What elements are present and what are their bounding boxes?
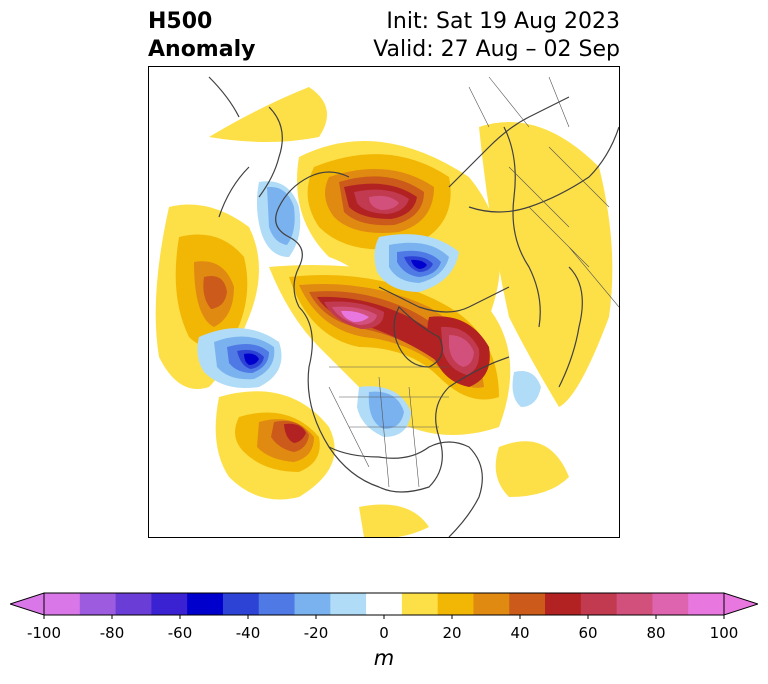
colorbar-segment [115,593,152,615]
colorbar-segment [330,593,367,615]
init-time-label: Init: Sat 19 Aug 2023 [386,9,620,34]
colorbar-segment [437,593,474,615]
negative-anomalies [197,181,541,437]
colorbar-tick-label: -80 [99,624,125,642]
colorbar-segment [366,593,403,615]
coastlines [208,76,619,537]
colorbar-segment [401,593,439,615]
colorbar-segment [79,593,117,615]
colorbar-over-arrow [723,592,758,616]
colorbar-under-arrow [10,592,45,616]
colorbar-segment [509,593,546,615]
title-field-name: H500 [148,9,213,34]
colorbar-segment [44,593,81,615]
colorbar-segment [545,593,582,615]
colorbar-segment [473,593,510,615]
title-field-type: Anomaly [148,37,256,62]
colorbar-tick-label: 100 [709,624,739,642]
colorbar-tick-label: -40 [235,624,261,642]
colorbar-segment [652,593,689,615]
colorbar-tick-label: -60 [167,624,193,642]
colorbar-segment [151,593,188,615]
colorbar-segment [688,593,725,615]
colorbar-segment [222,593,260,615]
colorbar-tick-label: 40 [510,624,530,642]
colorbar [10,592,758,619]
colorbar-segment [187,593,224,615]
anomaly-map [148,66,620,538]
valid-time-label: Valid: 27 Aug – 02 Sep [373,37,620,62]
map-canvas [155,76,619,537]
political-borders [328,76,619,488]
colorbar-tick-label: -20 [303,624,329,642]
positive-anomaly-mid [175,154,499,472]
colorbar-tick-label: 80 [646,624,666,642]
colorbar-tick-label: 0 [379,624,389,642]
colorbar-unit-label: m [373,646,395,670]
colorbar-segment [294,593,331,615]
colorbar-segment [580,593,618,615]
colorbar-segment [616,593,653,615]
colorbar-tick-labels: -100 -80 -60 -40 -20 0 20 40 60 80 100 [0,624,768,644]
map-subtitle: Init: Sat 19 Aug 2023 Valid: 27 Aug – 02… [373,8,620,64]
map-title: H500 Anomaly [148,8,255,64]
colorbar-tick-label: 60 [578,624,598,642]
colorbar-segment [258,593,296,615]
colorbar-tick-label: -100 [26,624,62,642]
colorbar-tick-label: 20 [442,624,462,642]
